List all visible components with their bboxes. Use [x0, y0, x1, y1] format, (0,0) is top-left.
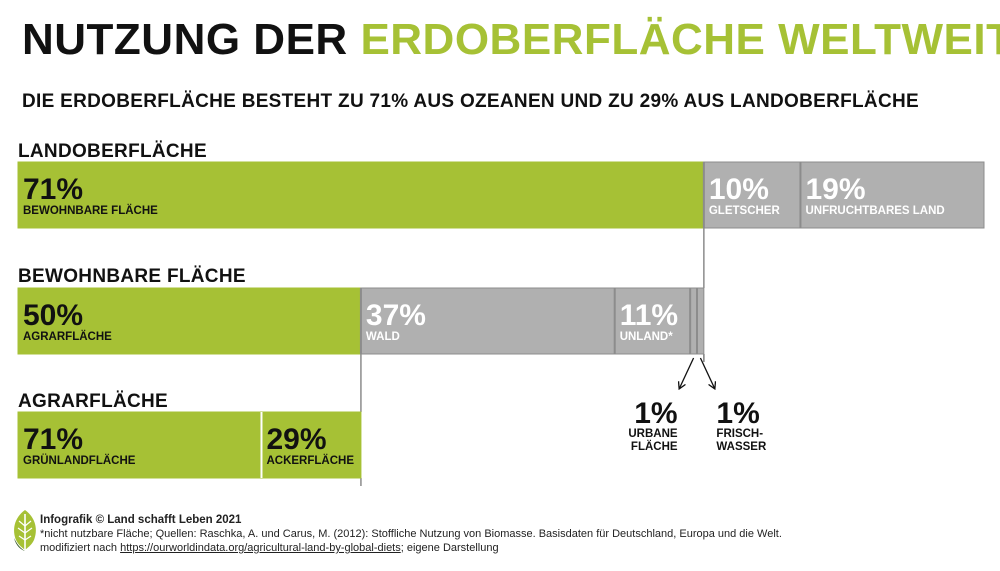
footer: Infografik © Land schafft Leben 2021 *ni… [40, 513, 782, 555]
stacked-bar-chart: 71%BEWOHNBARE FLÄCHE10%GLETSCHER19%UNFRU… [17, 161, 985, 486]
bar-segment-2-1 [260, 411, 362, 479]
bar-segment-2-0 [17, 411, 262, 479]
bar-segment-1-1 [360, 287, 616, 355]
segment-value-1-2: 11% [620, 299, 678, 332]
footer-line3: modifiziert nach https://ourworldindata.… [40, 541, 782, 555]
callout-value-0: 1% [634, 397, 677, 430]
bar-label-landoberflaeche: LANDOBERFLÄCHE [18, 141, 207, 162]
callout-label-0-1: FLÄCHE [631, 440, 678, 453]
segment-label-1-2: UNLAND* [620, 331, 674, 343]
callout-value-1: 1% [716, 397, 759, 430]
segment-value-2-1: 29% [266, 423, 326, 456]
footer-source-link[interactable]: https://ourworldindata.org/agricultural-… [120, 542, 401, 554]
segment-label-0-0: BEWOHNBARE FLÄCHE [23, 204, 158, 217]
segment-label-2-1: ACKERFLÄCHE [266, 454, 354, 467]
callout-label-0-0: URBANE [628, 428, 678, 440]
segment-value-0-2: 19% [805, 173, 865, 206]
bar-segment-0-2 [799, 161, 985, 229]
segment-value-0-0: 71% [23, 173, 83, 206]
segment-value-0-1: 10% [709, 173, 769, 206]
page-title: NUTZUNG DER ERDOBERFLÄCHE WELTWEIT [22, 18, 1000, 62]
segment-label-2-0: GRÜNLANDFLÄCHE [23, 454, 136, 467]
segment-value-1-0: 50% [23, 299, 83, 332]
segment-value-1-1: 37% [366, 299, 426, 332]
callout-arrow-1 [699, 357, 714, 388]
bar-segment-0-0 [17, 161, 705, 229]
segment-value-2-0: 71% [23, 423, 83, 456]
footer-credit: Infografik © Land schafft Leben 2021 [40, 514, 242, 526]
leaf-logo-icon [14, 510, 36, 551]
title-part1: NUTZUNG DER [22, 15, 348, 64]
title-part2: ERDOBERFLÄCHE WELTWEIT [360, 15, 1000, 64]
callout-label-1-1: WASSER [716, 441, 767, 453]
segment-label-0-2: UNFRUCHTBARES LAND [805, 205, 944, 217]
callout-label-1-0: FRISCH- [716, 428, 763, 440]
callout-arrow-0 [680, 357, 695, 388]
page-subtitle: DIE ERDOBERFLÄCHE BESTEHT ZU 71% AUS OZE… [22, 91, 919, 112]
bar-label-agrarflaeche: AGRARFLÄCHE [18, 391, 169, 412]
bar-label-bewohnbare-flaeche: BEWOHNBARE FLÄCHE [18, 266, 246, 287]
segment-label-0-1: GLETSCHER [709, 205, 781, 217]
segment-label-1-1: WALD [366, 331, 400, 343]
bar-segment-1-2 [614, 287, 691, 355]
bar-segment-0-1 [703, 161, 801, 229]
footer-line3-prefix: modifiziert nach [40, 542, 121, 554]
footer-sources: *nicht nutzbare Fläche; Quellen: Raschka… [40, 528, 782, 540]
footer-line3-suffix: ; eigene Darstellung [400, 542, 499, 554]
bar-segment-1-3 [689, 287, 698, 355]
segment-label-1-0: AGRARFLÄCHE [23, 330, 112, 343]
bar-segment-1-4 [696, 287, 705, 355]
